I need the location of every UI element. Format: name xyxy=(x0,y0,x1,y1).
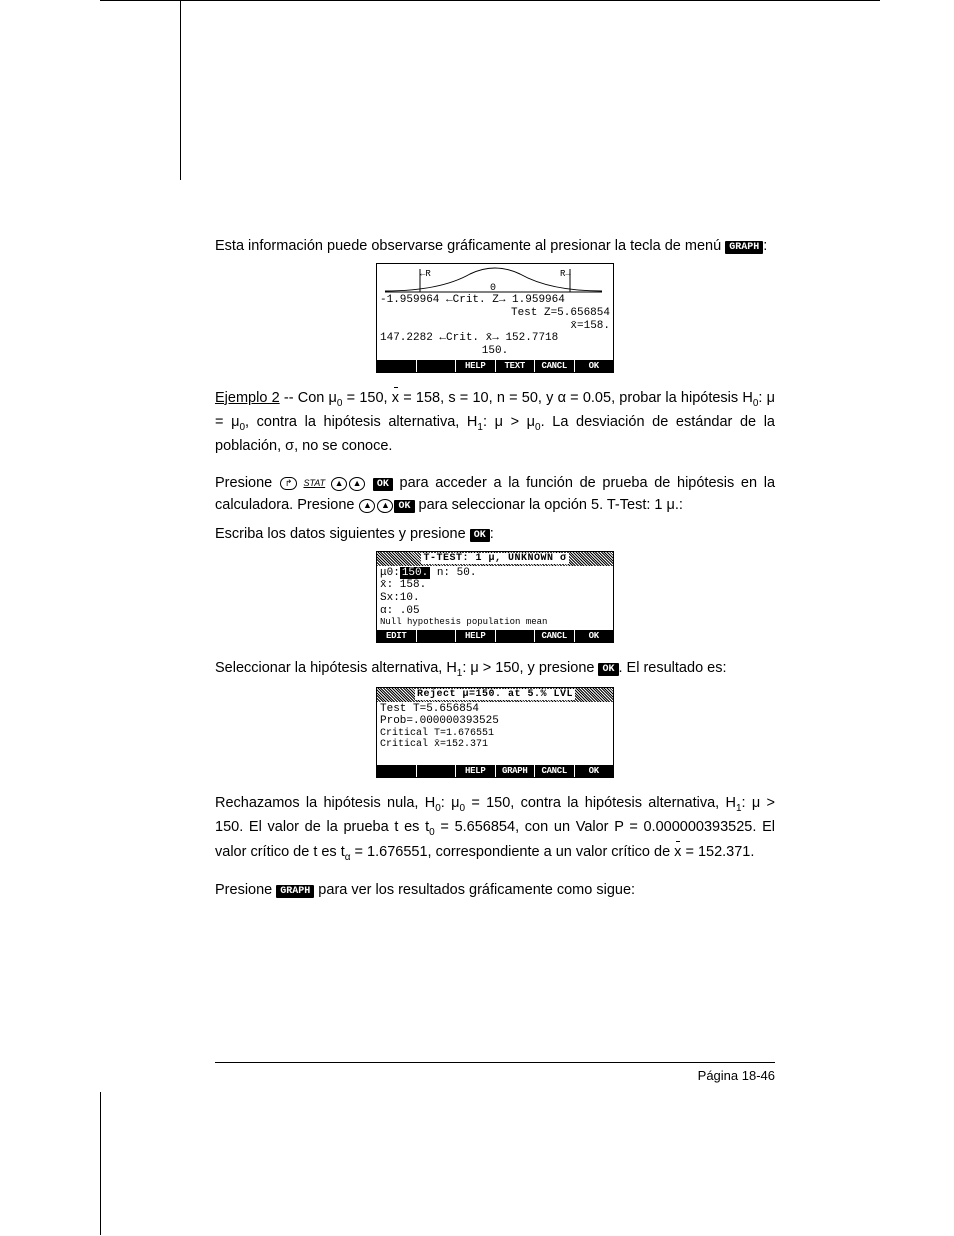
m-b2: . xyxy=(496,630,536,642)
calc1-menubar: . . HELP TEXT CANCL OK xyxy=(377,360,613,372)
ok-softkey-2: OK xyxy=(394,500,414,513)
page-number: Página 18-46 xyxy=(215,1068,775,1083)
graph-softkey: GRAPH xyxy=(725,241,763,254)
m-b1: . xyxy=(417,630,457,642)
page-content: Esta información puede observarse gráfic… xyxy=(215,235,775,908)
calc-screen-ttest-input: T-TEST: 1 μ, UNKNOWN σ μ0:150. n: 50. x̄… xyxy=(376,551,614,642)
m-cancl: CANCL xyxy=(535,630,575,642)
m1: . xyxy=(377,360,417,372)
m-cancl: CANCL xyxy=(535,360,575,372)
c2-l1: μ0:150. n: 50. xyxy=(380,567,610,580)
up-key-2: ▲ xyxy=(349,477,365,491)
text: Esta información puede observarse gráfic… xyxy=(215,238,725,254)
m-text: TEXT xyxy=(496,360,536,372)
critx-line: 147.2282 ←Crit. x̄→ 152.7718 xyxy=(380,332,610,345)
c3-l3: Critical T=1.676551 xyxy=(380,728,610,740)
m2: . xyxy=(417,360,457,372)
ok-softkey-4: OK xyxy=(598,663,618,676)
calc2-menubar: EDIT . HELP . CANCL OK xyxy=(377,630,613,642)
m-graph: GRAPH xyxy=(496,765,536,777)
margin-rule-bottom xyxy=(100,1092,101,1235)
c2-l5: Null hypothesis population mean xyxy=(380,617,610,627)
z-curve: ←R R→ 0 xyxy=(380,266,610,294)
up-key-3: ▲ xyxy=(359,499,375,513)
m-ok: OK xyxy=(575,360,614,372)
c3-l1: Test T=5.656854 xyxy=(380,703,610,716)
c2-l4: α: .05 xyxy=(380,605,610,618)
calc2-title: T-TEST: 1 μ, UNKNOWN σ xyxy=(377,552,613,566)
c3-l4: Critical x̄=152.371 xyxy=(380,739,610,751)
c2-l3: Sx:10. xyxy=(380,592,610,605)
up-key-4: ▲ xyxy=(377,499,393,513)
paragraph-escriba: Escriba los datos siguientes y presione … xyxy=(215,523,775,545)
m-ok: OK xyxy=(575,765,614,777)
ok-softkey-3: OK xyxy=(470,529,490,542)
paragraph-presione1: Presione ↱STAT▲▲ OK para acceder a la fu… xyxy=(215,472,775,517)
xbar-icon-2: x xyxy=(674,841,681,863)
paragraph-rechazamos: Rechazamos la hipótesis nula, H0: μ0 = 1… xyxy=(215,792,775,865)
up-key-1: ▲ xyxy=(331,477,347,491)
c3-l2: Prob=.000000393525 xyxy=(380,715,610,728)
m-help: HELP xyxy=(456,630,496,642)
ok-softkey-1: OK xyxy=(373,478,393,491)
paragraph-presione2: Presione GRAPH para ver los resultados g… xyxy=(215,879,775,901)
footer-rule xyxy=(215,1062,775,1063)
m-b2: . xyxy=(417,765,457,777)
paragraph-intro: Esta información puede observarse gráfic… xyxy=(215,235,775,257)
svg-text:←R: ←R xyxy=(420,269,431,279)
xbar-icon: x xyxy=(392,387,399,409)
xbar-line: x̄=158. xyxy=(380,320,610,333)
c2-l2: x̄: 158. xyxy=(380,579,610,592)
svg-text:0: 0 xyxy=(490,283,496,294)
m-b1: . xyxy=(377,765,417,777)
m-cancl: CANCL xyxy=(535,765,575,777)
calc3-menubar: . . HELP GRAPH CANCL OK xyxy=(377,765,613,777)
m-help: HELP xyxy=(456,765,496,777)
stat-key: STAT xyxy=(299,478,329,489)
calc-screen-graph1: ←R R→ 0 -1.959964 ←Crit. Z→ 1.959964 Tes… xyxy=(376,263,614,372)
paragraph-seleccionar: Seleccionar la hipótesis alternativa, H1… xyxy=(215,657,775,681)
crit-line: -1.959964 ←Crit. Z→ 1.959964 xyxy=(380,294,610,307)
margin-rule-top xyxy=(180,0,181,180)
ejemplo2-label: Ejemplo 2 xyxy=(215,390,280,406)
m-edit: EDIT xyxy=(377,630,417,642)
c3-blank xyxy=(380,751,610,763)
paragraph-ejemplo2: Ejemplo 2 -- Con μ0 = 150, x = 158, s = … xyxy=(215,387,775,458)
m-ok: OK xyxy=(575,630,614,642)
calc-screen-result: Reject μ=150. at 5.% LVL Test T=5.656854… xyxy=(376,687,614,778)
right-shift-key: ↱ xyxy=(280,477,298,490)
mid-line: 150. xyxy=(380,345,610,358)
graph-softkey-2: GRAPH xyxy=(276,885,314,898)
calc3-title: Reject μ=150. at 5.% LVL xyxy=(377,688,613,702)
m-help: HELP xyxy=(456,360,496,372)
testz-line: Test Z=5.656854 xyxy=(380,307,610,320)
